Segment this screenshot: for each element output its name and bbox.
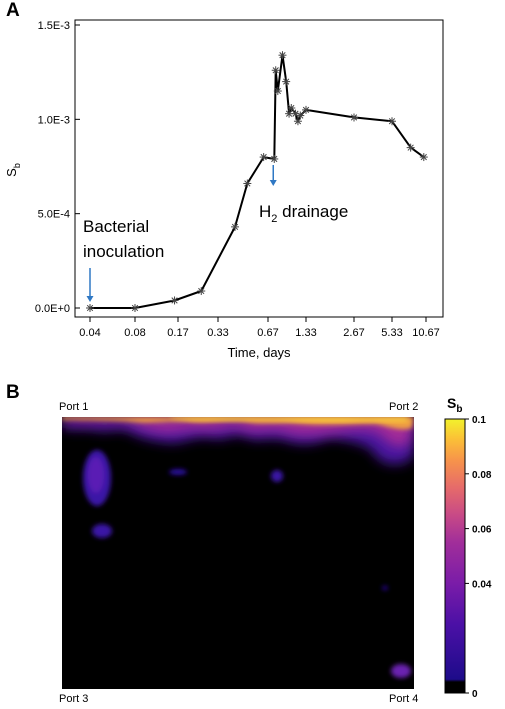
series-line <box>90 54 425 309</box>
x-tick-label: 2.67 <box>343 327 364 339</box>
colorbar-ticks: 0 0.04 0.06 0.08 0.1 <box>465 415 492 700</box>
data-point-marker <box>388 117 396 126</box>
data-point-marker <box>350 113 358 122</box>
annotation-h2-drainage: H2 drainage <box>259 202 348 225</box>
y-axis-title: Sb <box>4 163 22 177</box>
data-point-marker <box>406 143 415 152</box>
panel-a-label: A <box>6 0 20 21</box>
x-tick-label: 0.33 <box>207 327 228 339</box>
plot-area-frame <box>74 19 444 318</box>
colorbar-tick-label: 0.08 <box>472 470 492 481</box>
colorbar-title: Sb <box>447 395 462 415</box>
y-tick-label: 0.0E+0 <box>35 303 70 315</box>
data-point-marker <box>273 87 282 96</box>
arrow-bacterial-inoculation <box>86 268 94 302</box>
heatmap-blobs <box>62 417 414 678</box>
data-point-marker <box>296 111 305 120</box>
y-tick-label: 1.0E-3 <box>38 114 70 126</box>
data-point-marker <box>302 105 310 114</box>
colorbar-tick-label: 0 <box>472 689 478 700</box>
data-point-marker <box>419 153 428 162</box>
x-axis-ticks: 0.04 0.08 0.17 0.33 0.67 1.33 2.67 5.33 10.67 <box>79 317 440 339</box>
x-axis-title: Time, days <box>227 345 291 360</box>
data-point-marker <box>131 304 139 312</box>
bottom-right-blob <box>391 664 411 678</box>
x-tick-label: 1.33 <box>295 327 316 339</box>
x-tick-label: 10.67 <box>412 327 440 339</box>
port-2-label: Port 2 <box>389 401 418 413</box>
data-point-marker <box>287 104 296 113</box>
data-point-marker <box>271 66 280 75</box>
x-tick-label: 0.67 <box>257 327 278 339</box>
colorbar-tick-label: 0.06 <box>472 525 492 536</box>
left-blob-small <box>92 524 112 538</box>
data-point-marker <box>243 179 252 188</box>
annotation-bacterial-line1: Bacterial <box>83 217 149 236</box>
data-point-marker <box>282 77 291 86</box>
heatmap-background <box>62 417 414 689</box>
top-band-core <box>170 417 410 422</box>
port-4-label: Port 4 <box>389 693 418 704</box>
port-3-label: Port 3 <box>59 693 88 704</box>
y-tick-label: 5.0E-4 <box>38 209 70 221</box>
data-point-marker <box>278 51 287 60</box>
x-tick-label: 0.17 <box>167 327 188 339</box>
annotation-bacterial-line2: inoculation <box>83 242 164 261</box>
panel-b-label: B <box>6 382 20 403</box>
data-point-marker <box>231 222 240 231</box>
data-point-marker <box>197 287 206 296</box>
data-point-marker <box>293 117 302 126</box>
data-point-marker <box>170 296 179 305</box>
heatmap-svg: Port 1 Port 2 Port 3 Port 4 0 0.04 0.06 0.0… <box>59 395 492 705</box>
series-markers <box>86 51 428 312</box>
arrow-h2-drainage <box>269 165 277 186</box>
line-chart-panel-a: 0.0E+0 5.0E-4 1.0E-3 1.5E-3 0.04 0.08 0.17 0.3… <box>4 19 444 360</box>
mid-dot-left <box>169 469 187 475</box>
port-1-label: Port 1 <box>59 401 88 413</box>
x-tick-label: 0.08 <box>124 327 145 339</box>
y-tick-label: 1.5E-3 <box>38 20 70 32</box>
heatmap-panel-b: Port 1 Port 2 Port 3 Port 4 0 0.04 0.06 0.0… <box>0 380 505 705</box>
y-axis-ticks: 0.0E+0 5.0E-4 1.0E-3 1.5E-3 <box>35 20 80 315</box>
colorbar-tick-label: 0.1 <box>472 415 486 426</box>
x-tick-label: 5.33 <box>381 327 402 339</box>
colorbar <box>444 418 466 694</box>
data-point-marker <box>270 154 279 163</box>
annotation-arrows <box>86 165 277 302</box>
data-point-marker <box>259 153 268 162</box>
data-point-marker <box>86 304 94 312</box>
x-tick-label: 0.04 <box>79 327 100 339</box>
right-dot-small <box>382 586 388 590</box>
mid-dot-right <box>271 470 283 482</box>
left-blob-core <box>88 457 104 493</box>
colorbar-tick-label: 0.04 <box>472 579 492 590</box>
